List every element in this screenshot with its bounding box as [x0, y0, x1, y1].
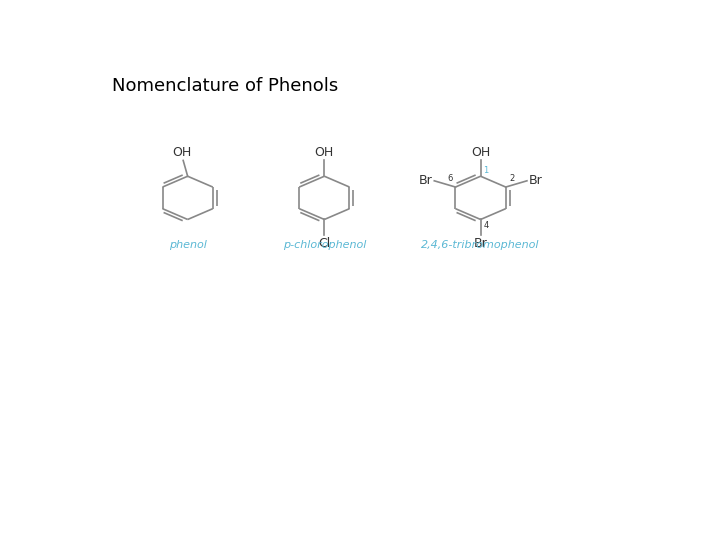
Text: Br: Br [529, 174, 543, 187]
Text: 2,4,6-tribromophenol: 2,4,6-tribromophenol [421, 240, 540, 250]
Text: p-chlorophenol: p-chlorophenol [283, 240, 366, 250]
Text: OH: OH [173, 146, 192, 159]
Text: Cl: Cl [318, 238, 330, 251]
Text: OH: OH [315, 146, 334, 159]
Text: Br: Br [474, 238, 487, 251]
Text: 1: 1 [483, 166, 488, 175]
Text: Nomenclature of Phenols: Nomenclature of Phenols [112, 77, 338, 95]
Text: 6: 6 [447, 174, 453, 183]
Text: 2: 2 [509, 174, 514, 183]
Text: phenol: phenol [168, 240, 207, 250]
Text: 4: 4 [483, 221, 489, 230]
Text: Br: Br [418, 174, 432, 187]
Text: OH: OH [471, 146, 490, 159]
